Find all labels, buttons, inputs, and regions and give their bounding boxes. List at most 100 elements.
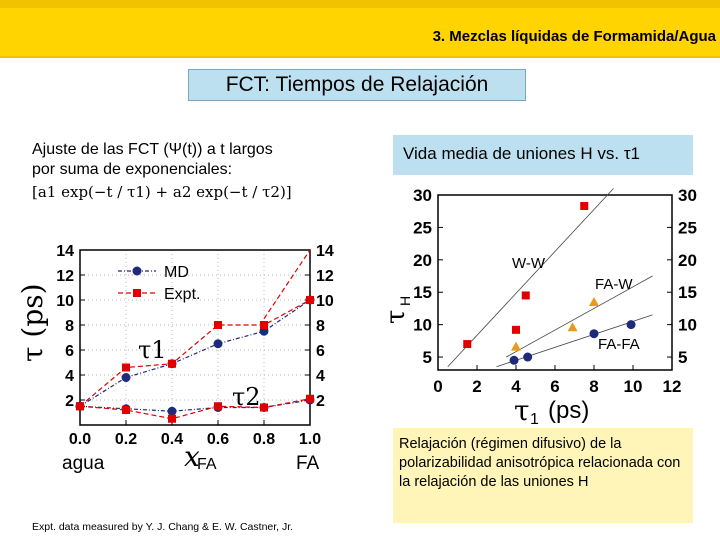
fa-fa-point: [509, 355, 519, 365]
expt-point: [214, 402, 222, 411]
y-tick-label-left: 30: [413, 186, 432, 205]
section-title: 3. Mezclas líquidas de Formamida/Agua: [432, 28, 716, 45]
x-end-label-right: FA: [296, 453, 320, 474]
x-tick-label: 2: [472, 377, 481, 396]
fa-fa-point: [626, 320, 636, 330]
x-tick-label: 12: [663, 377, 682, 396]
expt-point: [122, 406, 130, 414]
y-tick-label-left: 4: [65, 368, 74, 385]
y-tick-label-right: 2: [316, 393, 325, 410]
fa-fa-point: [523, 352, 533, 362]
y-tick-label-left: 6: [65, 343, 74, 360]
x-tick-label: 6: [550, 377, 559, 396]
x-axis-symbol: τ: [514, 394, 530, 427]
y-tick-label-right: 6: [316, 343, 325, 360]
y-tick-label-right: 10: [678, 316, 697, 335]
x-tick-label: 4: [511, 377, 521, 396]
x-tick-label: 0.6: [207, 431, 229, 448]
x-axis-subscript: FA: [197, 456, 217, 473]
y-axis-subscript: H: [397, 296, 413, 306]
y-tick-label-left: 5: [423, 348, 432, 367]
fit-description: Ajuste de las FCT (Ψ(t)) a t largos por …: [32, 140, 273, 180]
y-tick-label-left: 10: [413, 316, 432, 335]
hbond-lifetime-label: Vida media de uniones H vs. τ1: [403, 144, 640, 163]
series-line: [79, 299, 311, 407]
legend-md-label: MD: [164, 264, 189, 281]
y-tick-label-right: 15: [678, 283, 697, 302]
w-w-point: [512, 325, 520, 334]
x-tick-label: 0.2: [115, 431, 137, 448]
expt-point: [306, 394, 314, 403]
expt-point: [168, 414, 176, 423]
expt-point: [76, 402, 84, 411]
y-tick-label-left: 25: [413, 218, 432, 237]
expt-point: [168, 359, 176, 368]
slide-title: FCT: Tiempos de Relajación: [225, 73, 489, 96]
fit-line: [447, 188, 614, 368]
annotation-faw: FA-W: [595, 276, 633, 293]
y-tick-label-left: 20: [413, 251, 432, 270]
x-tick-label: 10: [624, 377, 643, 396]
y-tick-label-right: 4: [316, 368, 325, 385]
tau-vs-xfa-chart: 0.0 0.2 0.4 0.6 0.8 1.0 2 4 6 8 10 12 14 2 4 6 8 10 12 14 MD…: [16, 243, 334, 474]
fit-line: [506, 275, 653, 358]
x-tick-label: 0.0: [69, 431, 91, 448]
x-tick-label: 1.0: [299, 431, 321, 448]
y-tick-label-right: 10: [316, 293, 334, 310]
slide-title-box: FCT: Tiempos de Relajación: [188, 69, 526, 101]
y-tick-label-right: 12: [316, 268, 334, 285]
annotation-fafa: FA-FA: [598, 336, 640, 353]
fa-w-point: [511, 341, 521, 351]
w-w-point: [580, 202, 589, 211]
y-tick-label-left: 2: [65, 393, 74, 410]
x-end-label-left: agua: [62, 453, 105, 474]
y-tick-label-left: 12: [56, 268, 74, 285]
x-tick-label: 0.8: [253, 431, 275, 448]
tau2-curve-label: τ2: [232, 383, 261, 411]
expt-point: [214, 321, 222, 329]
y-axis-symbol: τ: [381, 310, 411, 324]
fa-w-point: [589, 296, 599, 306]
x-axis-subscript: 1: [530, 411, 539, 428]
y-tick-label-right: 20: [678, 251, 697, 270]
md-point: [213, 339, 223, 349]
legend-expt-marker: [133, 289, 141, 297]
expt-point: [260, 403, 268, 412]
tau1-curve-label: τ1: [138, 336, 167, 364]
w-w-point: [463, 340, 472, 349]
y-tick-label-right: 8: [316, 318, 325, 335]
tauH-vs-tau1-chart: 0 2 4 6 8 10 12 5 10 15 20 25 30 5 10 15 20 25 30 W-W FA-W FA…: [381, 186, 697, 428]
y-axis-title: τ (ps): [16, 283, 49, 362]
x-tick-label: 8: [589, 377, 598, 396]
series-line: [79, 299, 311, 407]
x-axis-unit: (ps): [548, 397, 589, 424]
relaxation-note-box: Relajación (régimen difusivo) de la pola…: [393, 428, 693, 523]
expt-trend-line: [263, 249, 311, 320]
top-banner: 3. Mezclas líquidas de Formamida/Agua: [0, 0, 720, 58]
banner-band: [0, 8, 720, 56]
fit-description-line2: por suma de exponenciales:: [32, 161, 233, 178]
annotation-ww: W-W: [512, 255, 546, 272]
y-tick-label-right: 25: [678, 218, 697, 237]
fa-fa-point: [589, 329, 599, 339]
expt-point: [306, 296, 314, 304]
x-tick-label: 0.4: [161, 431, 183, 448]
fit-description-line1: Ajuste de las FCT (Ψ(t)) a t largos: [32, 141, 273, 158]
y-tick-label-right: 30: [678, 186, 697, 205]
y-tick-label-right: 5: [678, 348, 687, 367]
fa-w-point: [567, 322, 578, 332]
md-point: [121, 373, 131, 382]
md-point: [167, 406, 177, 416]
x-axis-symbol: x: [184, 440, 200, 473]
fit-line: [496, 314, 653, 368]
y-tick-label-left: 10: [56, 293, 74, 310]
exponential-formula: [a1 exp(−t / τ1) + a2 exp(−t / τ2)]: [32, 183, 292, 201]
plot-frame: [79, 249, 311, 426]
expt-point: [122, 363, 130, 372]
hbond-lifetime-box: Vida media de uniones H vs. τ1: [393, 135, 693, 175]
expt-point: [260, 321, 268, 329]
data-credit: Expt. data measured by Y. J. Chang & E. …: [32, 521, 294, 533]
relaxation-note: Relajación (régimen difusivo) de la pola…: [399, 436, 681, 490]
series-line: [79, 398, 311, 420]
